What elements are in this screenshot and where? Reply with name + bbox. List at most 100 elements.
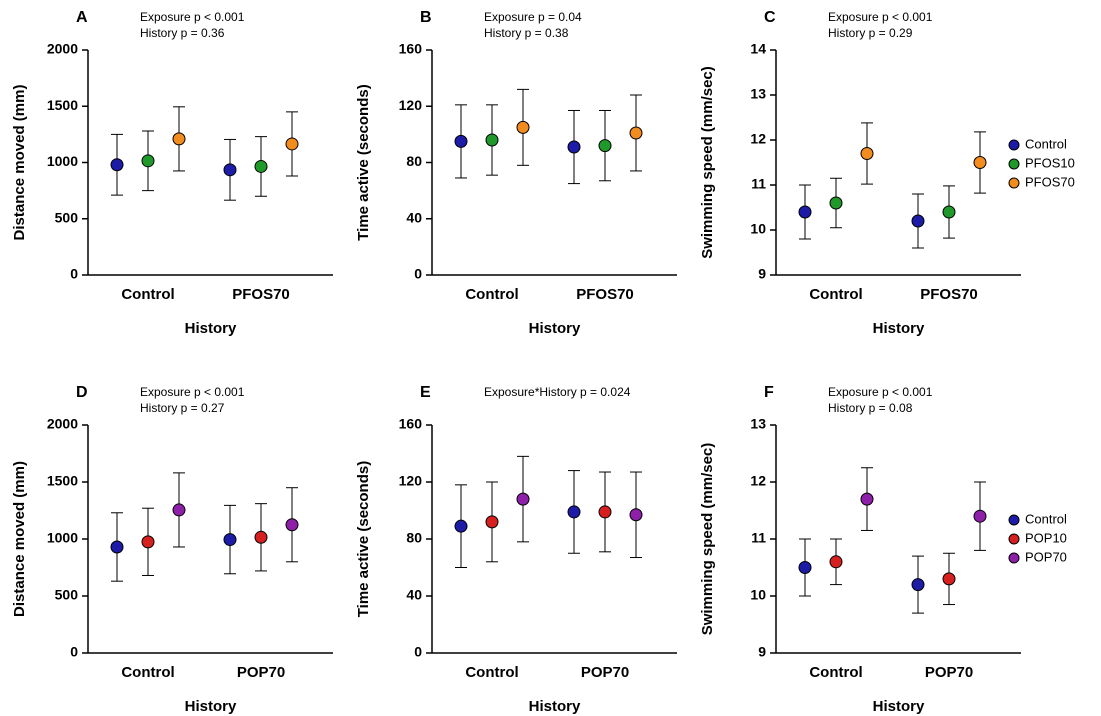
y-tick-label: 12 <box>750 131 766 147</box>
y-axis-title: Distance moved (mm) <box>11 461 28 617</box>
y-tick-label: 2000 <box>47 416 78 432</box>
point <box>454 519 468 533</box>
annotation: Exposure p < 0.001 <box>140 385 245 399</box>
point <box>860 147 874 160</box>
legend-swatch <box>1008 552 1020 564</box>
y-tick-label: 12 <box>750 473 766 489</box>
y-tick-label: 10 <box>750 221 766 237</box>
y-tick-label: 500 <box>55 587 79 603</box>
annotation: History p = 0.08 <box>828 401 913 415</box>
point <box>172 132 186 146</box>
point <box>598 139 612 153</box>
point <box>973 156 987 169</box>
point <box>567 140 581 154</box>
annotation: History p = 0.27 <box>140 401 225 415</box>
y-tick-label: 9 <box>758 266 766 282</box>
annotation: Exposure p < 0.001 <box>828 385 933 399</box>
panel: A Exposure p < 0.001 History p = 0.36 0 500 1… <box>11 9 333 337</box>
y-tick-label: 1500 <box>47 97 78 113</box>
point <box>254 159 268 173</box>
x-tick-label: Control <box>121 286 174 303</box>
x-axis-title: History <box>529 320 581 337</box>
point <box>911 578 925 592</box>
y-tick-label: 13 <box>750 86 766 102</box>
x-tick-label: Control <box>465 664 518 681</box>
y-tick-label: 0 <box>70 266 78 282</box>
legend-label: Control <box>1025 136 1067 151</box>
point <box>285 137 299 151</box>
x-axis-title: History <box>873 320 925 337</box>
y-tick-label: 1500 <box>47 473 78 489</box>
point <box>141 535 155 549</box>
legend-swatch <box>1008 514 1020 526</box>
point <box>485 515 499 529</box>
point <box>485 133 499 147</box>
panel-letter: F <box>764 384 774 401</box>
point <box>172 503 186 517</box>
point <box>798 561 812 574</box>
annotation: Exposure p = 0.04 <box>484 10 582 24</box>
point <box>454 134 468 148</box>
legend-swatch <box>1008 533 1020 545</box>
panel-letter: E <box>420 384 431 401</box>
y-tick-label: 120 <box>399 473 423 489</box>
y-tick-label: 0 <box>414 644 422 660</box>
annotation: History p = 0.38 <box>484 26 569 40</box>
point <box>285 518 299 532</box>
point <box>141 154 155 168</box>
annotation: Exposure*History p = 0.024 <box>484 385 631 399</box>
x-tick-label: PFOS70 <box>576 286 634 303</box>
y-tick-label: 11 <box>751 530 766 546</box>
x-tick-label: Control <box>121 664 174 681</box>
y-tick-label: 500 <box>55 209 79 225</box>
point <box>860 492 874 506</box>
point <box>110 158 124 172</box>
y-tick-label: 40 <box>406 587 422 603</box>
x-tick-label: POP70 <box>581 664 629 681</box>
legend-swatch <box>1008 139 1020 151</box>
y-tick-label: 1000 <box>47 153 78 169</box>
panel-letter: B <box>420 9 432 26</box>
panel: C Exposure p < 0.001 History p = 0.29 9 10 11… <box>699 9 1075 337</box>
y-tick-label: 1000 <box>47 530 78 546</box>
point <box>629 126 643 140</box>
x-tick-label: POP70 <box>237 664 285 681</box>
y-tick-label: 160 <box>399 416 423 432</box>
panel: B Exposure p = 0.04 History p = 0.38 0 40 80 1… <box>355 9 677 337</box>
y-tick-label: 0 <box>70 644 78 660</box>
y-tick-label: 40 <box>406 209 422 225</box>
y-tick-label: 9 <box>758 644 766 660</box>
point <box>516 492 530 506</box>
y-tick-label: 13 <box>750 416 766 432</box>
legend-swatch <box>1008 158 1020 170</box>
point <box>598 505 612 519</box>
y-tick-label: 80 <box>406 530 422 546</box>
x-axis-title: History <box>185 320 237 337</box>
point <box>223 163 237 177</box>
point <box>829 196 843 210</box>
x-tick-label: PFOS70 <box>232 286 290 303</box>
x-tick-label: PFOS70 <box>920 286 978 303</box>
annotation: History p = 0.36 <box>140 26 225 40</box>
legend-label: Control <box>1025 511 1067 526</box>
legend-label: POP70 <box>1025 549 1067 564</box>
panel-letter: D <box>76 384 88 401</box>
point <box>911 214 925 228</box>
x-tick-label: Control <box>809 286 862 303</box>
legend-label: POP10 <box>1025 530 1067 545</box>
y-tick-label: 2000 <box>47 41 78 57</box>
x-axis-title: History <box>529 698 581 715</box>
y-axis-title: Distance moved (mm) <box>11 85 28 241</box>
point <box>516 120 530 134</box>
point <box>829 555 843 569</box>
point <box>567 505 581 519</box>
point <box>254 530 268 544</box>
panel: F Exposure p < 0.001 History p = 0.08 9 10 11… <box>699 384 1067 715</box>
point <box>942 205 956 219</box>
point <box>629 508 643 522</box>
y-tick-label: 0 <box>414 266 422 282</box>
panel: D Exposure p < 0.001 History p = 0.27 0 500 1… <box>11 384 333 715</box>
legend-swatch <box>1008 177 1020 189</box>
panel: E Exposure*History p = 0.024 0 40 80 120 160 Ti… <box>355 384 677 715</box>
